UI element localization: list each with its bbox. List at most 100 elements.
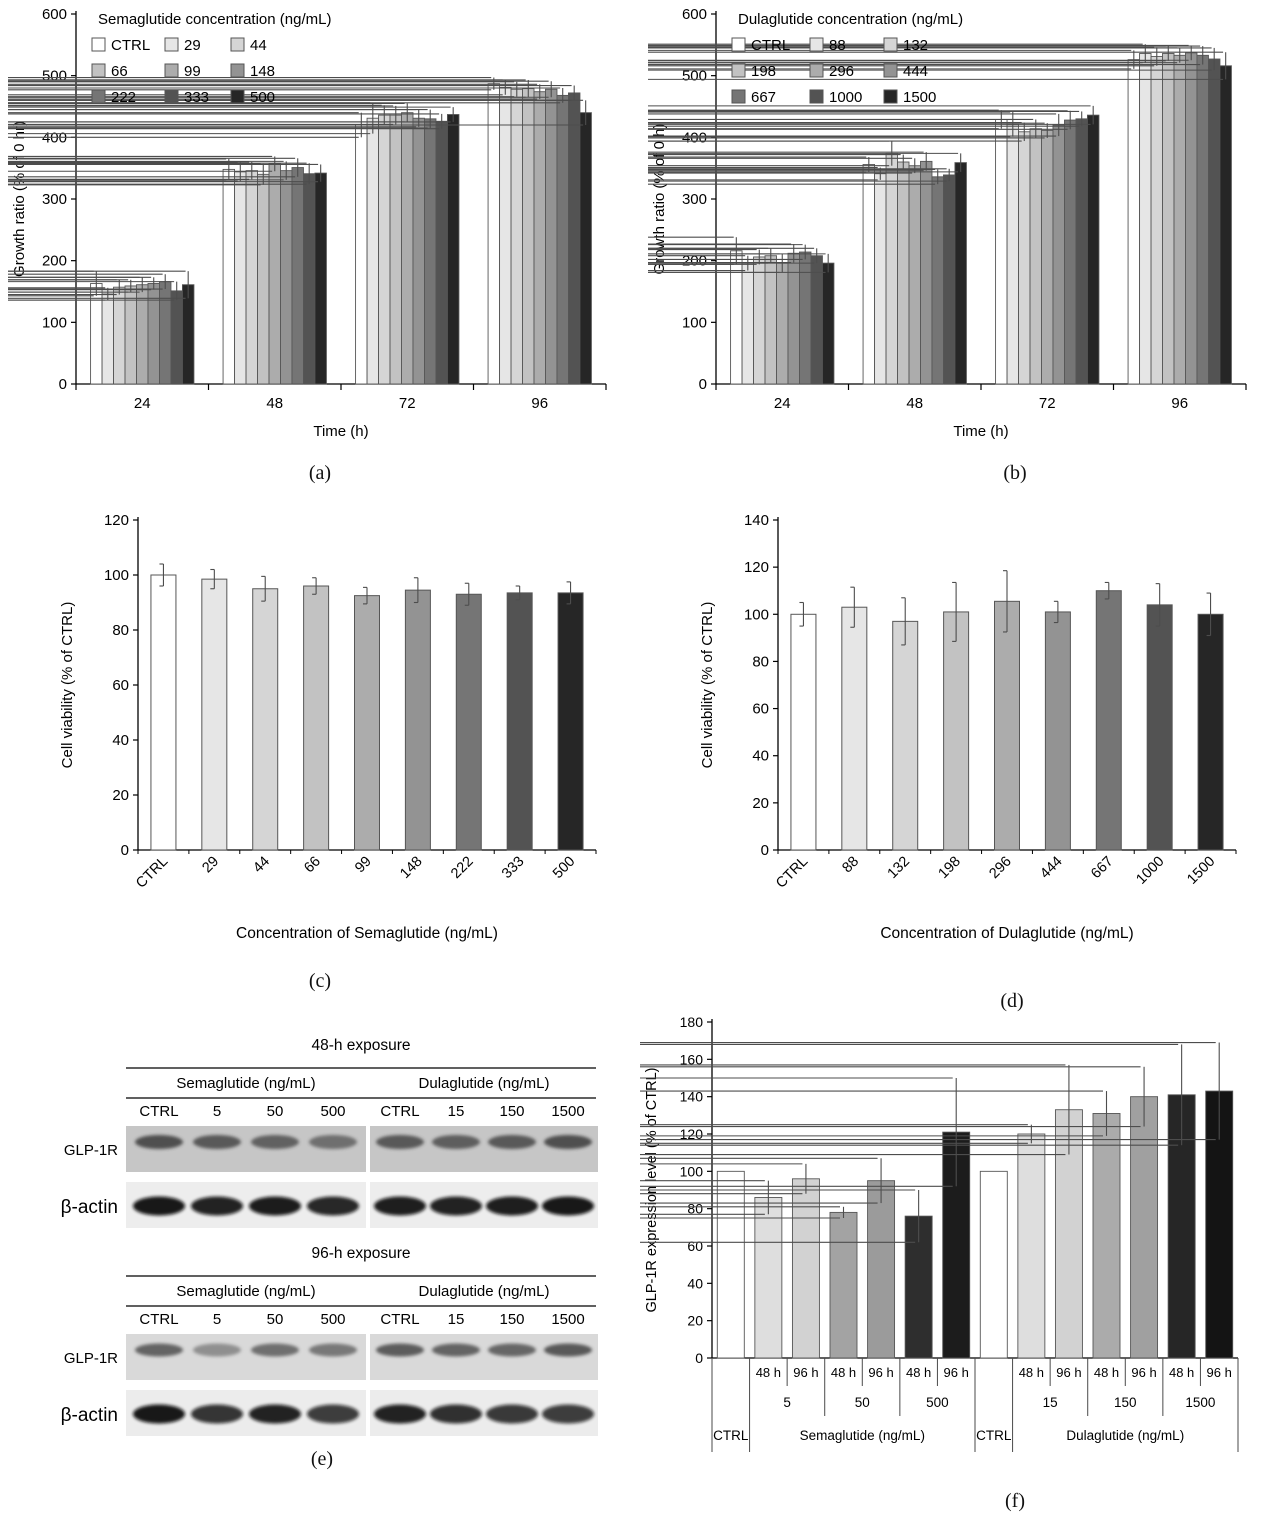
legend-title: Semaglutide concentration (ng/mL) [98, 11, 331, 28]
legend-label: 44 [250, 37, 267, 54]
chart-viability-semaglutide: 0 20 40 60 80 100 120 CTRL 29 44 66 99 148 222 333 500 C… [52, 506, 622, 956]
bar-44-24 [113, 286, 126, 385]
blot-band [374, 1196, 426, 1216]
legend-swatch-198 [731, 63, 746, 78]
blot-strip-bg [126, 1334, 366, 1380]
bar-11 [1130, 1096, 1159, 1359]
bar-CTRL-96 [1127, 59, 1141, 385]
caption-b: (b) [1003, 462, 1027, 484]
bar-296-48 [908, 165, 921, 385]
dose-label: 500 [926, 1395, 949, 1410]
legend-label: CTRL [751, 37, 790, 54]
section-label: Dulaglutide (ng/mL) [1066, 1428, 1184, 1443]
bar-132-48 [885, 152, 898, 385]
blot-lane-label: CTRL [139, 1311, 178, 1328]
blot-band [432, 1135, 480, 1149]
chart-growth-semaglutide: 0 100 200 300 400 500 600 24 48 72 96 Time (h) Growt… [8, 2, 620, 454]
blot-lane-label: 50 [267, 1103, 284, 1120]
panel-western-blots: 48-h exposure Semaglutide (ng/mL) Dulaglut… [30, 1032, 630, 1444]
dose-label: 50 [855, 1395, 870, 1410]
blot-strip-1: β-actin [61, 1390, 598, 1436]
time-label: 48 h [831, 1365, 856, 1380]
blot-lane-label: 500 [320, 1103, 345, 1120]
blot-band [193, 1343, 241, 1357]
y-tick-label: 0 [59, 376, 67, 393]
time-label: 48 h [756, 1365, 781, 1380]
bar-500-24 [181, 284, 195, 385]
x-tick-label: 1000 [1133, 854, 1167, 888]
bar-148-48 [280, 170, 293, 385]
y-tick-label: 140 [744, 512, 769, 529]
y-axis-title: Growth ratio (% of 0 h) [651, 124, 668, 275]
y-tick-label: 200 [682, 253, 707, 270]
bar-29-48 [234, 171, 247, 385]
blot-band [430, 1196, 482, 1216]
x-tick-label: CTRL [133, 854, 171, 892]
blot-lane-label: 150 [499, 1311, 524, 1328]
legend-label: 99 [184, 63, 201, 80]
legend-swatch-66 [91, 63, 106, 78]
x-tick-label: 444 [1037, 854, 1065, 882]
y-tick-label: 20 [687, 1313, 703, 1329]
y-tick-label: 60 [112, 677, 129, 694]
y-tick-label: 40 [752, 748, 769, 765]
bar-333-48 [303, 173, 316, 385]
bar-44-96 [510, 88, 523, 385]
bar-2 [791, 1178, 820, 1359]
blot-band [544, 1343, 592, 1357]
bar-99 [354, 595, 380, 851]
bar-CTRL-48 [222, 168, 236, 385]
bar-132-24 [753, 256, 766, 385]
legend-swatch-1500 [883, 89, 898, 104]
bar-99-48 [268, 163, 281, 385]
bar-29 [201, 578, 228, 851]
x-tick-label: 48 [266, 395, 283, 412]
bar-296-24 [776, 262, 789, 385]
x-tick-label: 24 [134, 395, 151, 412]
bar-222-24 [159, 281, 172, 385]
bar-44-48 [245, 170, 258, 385]
time-label: 96 h [1207, 1365, 1232, 1380]
bar-99-96 [533, 91, 546, 385]
y-tick-label: 60 [687, 1238, 703, 1254]
y-tick-label: 140 [680, 1089, 704, 1105]
blot-band [486, 1196, 538, 1216]
x-tick-label: 198 [936, 854, 964, 882]
error-bars [8, 76, 587, 301]
x-axis-title: Concentration of Dulaglutide (ng/mL) [880, 925, 1133, 942]
bar-88-96 [1139, 53, 1152, 385]
y-tick-label: 100 [744, 606, 769, 623]
blot-band [135, 1135, 183, 1149]
blot-band [191, 1404, 243, 1424]
bar-444-72 [1052, 124, 1065, 385]
blot-lane-label: 1500 [551, 1103, 584, 1120]
caption-e: (e) [310, 1448, 334, 1470]
caption-c: (c) [308, 970, 332, 992]
blot-band [191, 1196, 243, 1216]
bar-88-72 [1006, 123, 1019, 385]
legend-label: 66 [111, 63, 128, 80]
blot-band [542, 1196, 594, 1216]
blot-row-label: β-actin [61, 1197, 118, 1218]
blot-band [307, 1404, 359, 1424]
bar-500-96 [579, 112, 592, 385]
bar-CTRL-48 [862, 164, 876, 385]
y-axis: 0 20 40 60 80 100 120 140 160 180 [680, 1014, 713, 1366]
time-label: 48 h [1019, 1365, 1044, 1380]
bar-296-96 [1173, 54, 1186, 385]
bar-222-72 [424, 118, 437, 385]
legend-swatch-667 [731, 89, 746, 104]
y-tick-label: 20 [752, 795, 769, 812]
legend-swatch-29 [164, 37, 179, 52]
time-label: 96 h [1056, 1365, 1081, 1380]
bar-198-96 [1162, 53, 1175, 385]
blot-lane-label: 150 [499, 1103, 524, 1120]
y-tick-label: 80 [112, 622, 129, 639]
dose-label: 15 [1043, 1395, 1058, 1410]
bar-198 [943, 611, 970, 851]
